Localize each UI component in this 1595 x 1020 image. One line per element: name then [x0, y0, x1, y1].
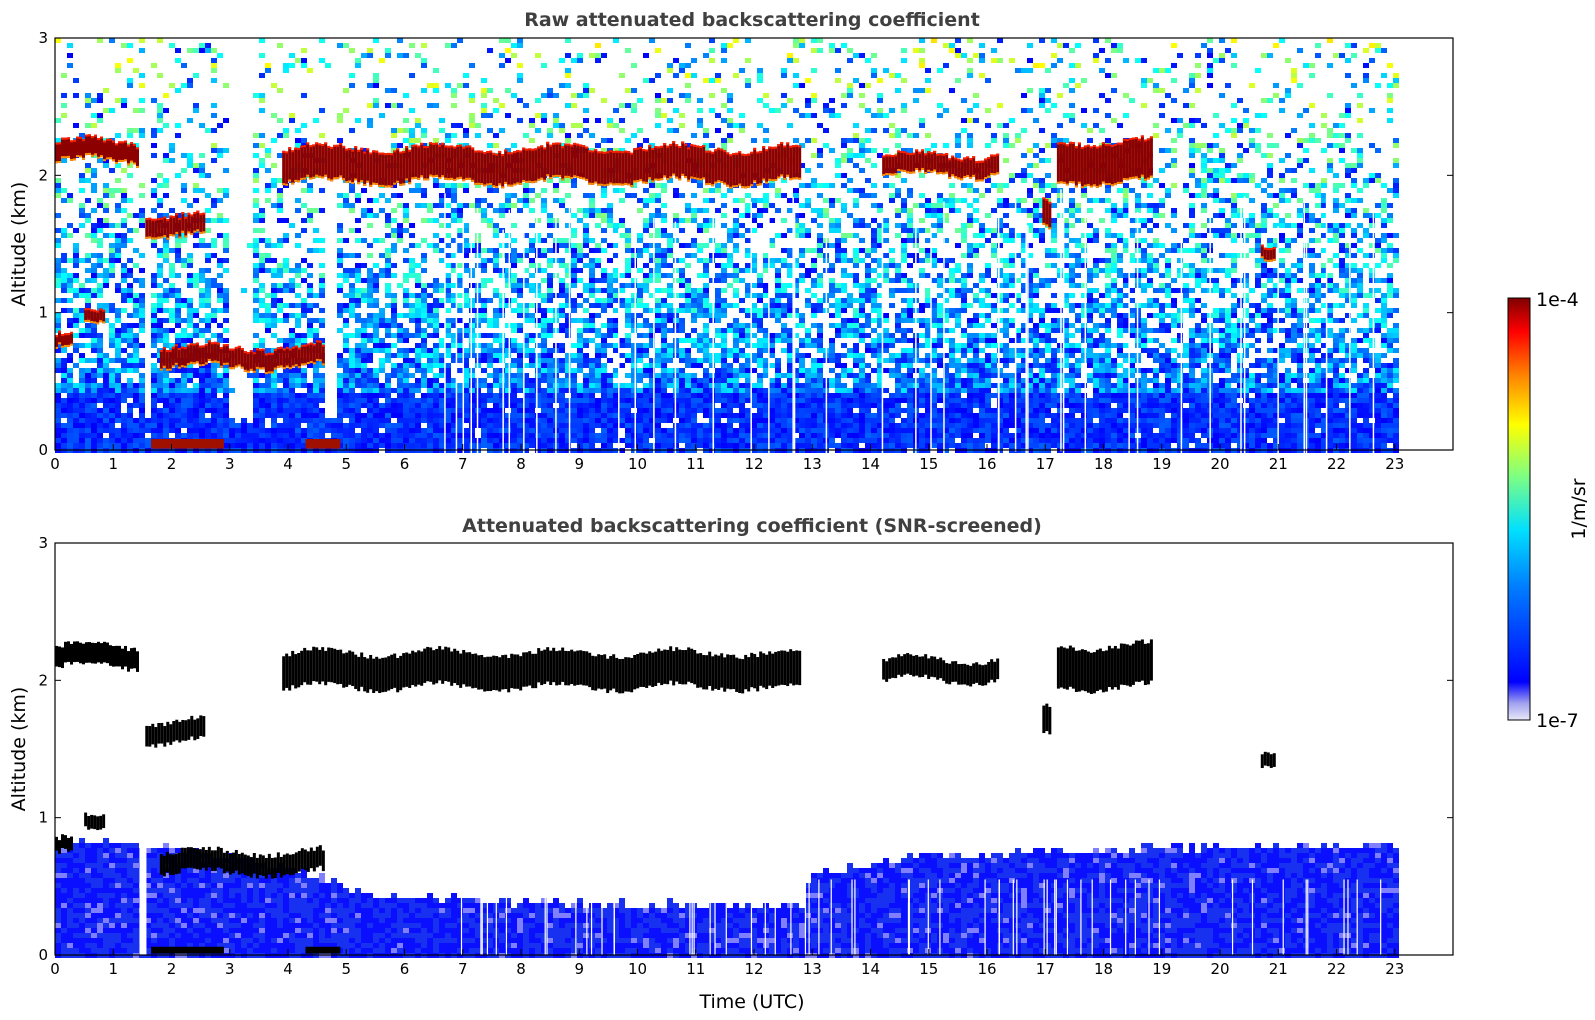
x-tick-label: 0 [50, 960, 60, 978]
x-tick-label: 0 [50, 455, 60, 473]
y-tick-label: 2 [38, 166, 48, 184]
raw-backscatter-panel: Raw attenuated backscattering coefficien… [8, 9, 1454, 499]
x-axis-label: Time (UTC) [698, 991, 804, 1013]
y-tick-label: 3 [38, 534, 48, 552]
colorbar-gradient [1507, 297, 1531, 721]
colorbar: 1e-4 1e-7 1/m/sr [1507, 289, 1590, 732]
x-tick-label: 14 [861, 455, 880, 473]
top-panel-title: Raw attenuated backscattering coefficien… [524, 9, 980, 31]
x-tick-label: 10 [628, 455, 647, 473]
x-tick-label: 13 [803, 960, 822, 978]
x-tick-label: 10 [628, 960, 647, 978]
x-tick-label: 15 [919, 960, 938, 978]
x-tick-label: 1 [108, 960, 118, 978]
top-y-axis-label: Altitude (km) [8, 182, 30, 307]
x-tick-label: 19 [1152, 960, 1171, 978]
x-tick-label: 14 [861, 960, 880, 978]
x-tick-label: 15 [919, 455, 938, 473]
x-tick-label: 17 [1036, 960, 1055, 978]
x-tick-label: 4 [283, 960, 293, 978]
y-tick-label: 1 [38, 304, 48, 322]
x-tick-label: 20 [1210, 455, 1229, 473]
x-tick-label: 22 [1327, 960, 1346, 978]
bottom-y-axis-label: Altitude (km) [8, 687, 30, 812]
colorbar-unit-label: 1/m/sr [1568, 478, 1590, 539]
x-tick-label: 16 [977, 455, 996, 473]
x-tick-label: 12 [744, 455, 763, 473]
raw-backscatter-heatmap [55, 38, 1399, 499]
x-tick-label: 2 [167, 455, 177, 473]
top-x-axis: 0 1 2 3 4 5 6 7 8 9 10 11 12 13 14 15 16 17 18 19 20 21 22 23 [50, 444, 1404, 473]
x-tick-label: 23 [1385, 455, 1404, 473]
x-tick-label: 9 [574, 455, 584, 473]
bottom-x-axis: 0 1 2 3 4 5 6 7 8 9 10 11 12 13 14 15 16 17 18 19 20 21 22 23 [50, 949, 1404, 978]
x-tick-label: 18 [1094, 455, 1113, 473]
x-tick-label: 7 [458, 455, 468, 473]
x-tick-label: 11 [686, 960, 705, 978]
y-tick-label: 3 [38, 29, 48, 47]
x-tick-label: 2 [167, 960, 177, 978]
x-tick-label: 7 [458, 960, 468, 978]
x-tick-label: 18 [1094, 960, 1113, 978]
x-tick-label: 3 [225, 455, 235, 473]
x-tick-label: 8 [516, 455, 526, 473]
y-tick-label: 0 [38, 441, 48, 459]
y-tick-label: 2 [38, 671, 48, 689]
x-tick-label: 5 [341, 455, 351, 473]
x-tick-label: 11 [686, 455, 705, 473]
x-tick-label: 16 [977, 960, 996, 978]
x-tick-label: 17 [1036, 455, 1055, 473]
x-tick-label: 23 [1385, 960, 1404, 978]
x-tick-label: 6 [400, 455, 410, 473]
snr-screened-panel: Attenuated backscattering coefficient (S… [8, 515, 1454, 1013]
x-tick-label: 9 [574, 960, 584, 978]
x-tick-label: 1 [108, 455, 118, 473]
bottom-y-axis: 0 1 2 3 [38, 534, 1453, 964]
y-tick-label: 0 [38, 946, 48, 964]
x-tick-label: 21 [1269, 455, 1288, 473]
bottom-panel-title: Attenuated backscattering coefficient (S… [462, 515, 1042, 537]
y-tick-label: 1 [38, 809, 48, 827]
x-tick-label: 19 [1152, 455, 1171, 473]
x-tick-label: 4 [283, 455, 293, 473]
x-tick-label: 20 [1210, 960, 1229, 978]
x-tick-label: 5 [341, 960, 351, 978]
x-tick-label: 22 [1327, 455, 1346, 473]
snr-screened-heatmap [55, 639, 1399, 958]
x-tick-label: 21 [1269, 960, 1288, 978]
x-tick-label: 6 [400, 960, 410, 978]
colorbar-min-label: 1e-7 [1536, 710, 1579, 732]
colorbar-max-label: 1e-4 [1536, 289, 1579, 311]
x-tick-label: 3 [225, 960, 235, 978]
x-tick-label: 13 [803, 455, 822, 473]
top-y-axis: 0 1 2 3 [38, 29, 1453, 459]
x-tick-label: 8 [516, 960, 526, 978]
x-tick-label: 12 [744, 960, 763, 978]
